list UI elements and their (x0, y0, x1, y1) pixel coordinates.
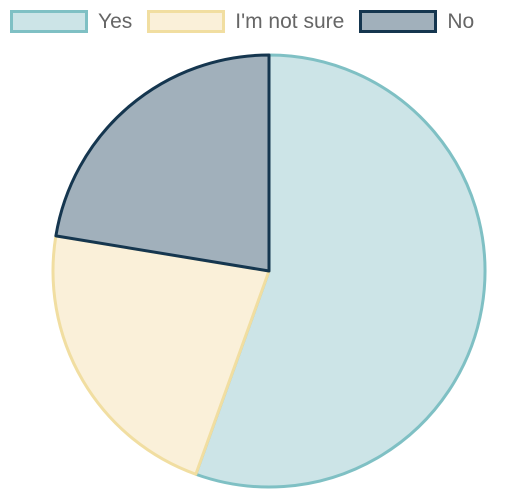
legend-item-yes[interactable]: Yes (10, 9, 133, 33)
legend-label-i-m-not-sure: I'm not sure (235, 9, 345, 33)
pie-slice-i-m-not-sure[interactable] (51, 234, 271, 476)
legend-swatch-i-m-not-sure (147, 9, 226, 33)
chart-legend: Yes I'm not sure No (10, 6, 474, 36)
legend-label-yes: Yes (98, 9, 133, 33)
pie-slice-no[interactable] (54, 53, 271, 273)
pie-slice-yes[interactable] (194, 53, 487, 489)
legend-swatch-yes (10, 9, 88, 33)
legend-label-no: No (447, 9, 475, 33)
legend-item-i-m-not-sure[interactable]: I'm not sure (147, 9, 345, 33)
legend-swatch-no (359, 9, 438, 33)
legend-item-no[interactable]: No (359, 9, 475, 33)
